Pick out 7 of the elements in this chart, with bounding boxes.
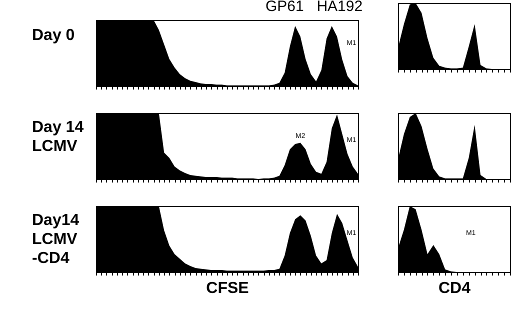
text: Day 14 LCMV [32, 118, 85, 156]
text: HA192 [316, 0, 363, 15]
text: GP61 [265, 0, 304, 15]
x-axis-title: CFSE [206, 280, 250, 297]
x-axis-title: CD4 [438, 280, 471, 297]
chart-title: Day 0 [32, 26, 76, 45]
text: Day14 LCMV -CD4 [32, 211, 80, 268]
